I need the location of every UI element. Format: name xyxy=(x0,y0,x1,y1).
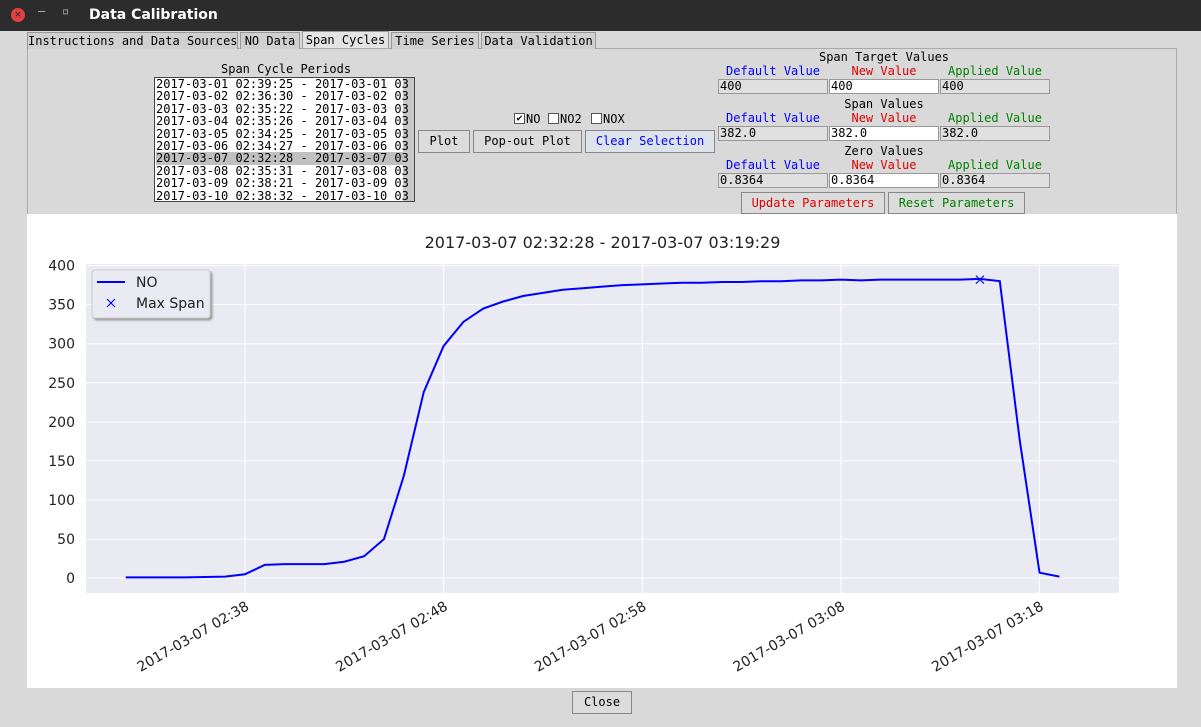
y-tick-label: 150 xyxy=(48,454,75,470)
data-line xyxy=(125,277,1060,579)
x-tick-label: 2017-03-07 02:48 xyxy=(333,599,450,676)
column-header: Applied Value xyxy=(948,111,1042,125)
button[interactable]: Reset Parameters xyxy=(888,192,1025,214)
column-header: Default Value xyxy=(726,111,820,125)
y-tick-label: 400 xyxy=(48,259,75,275)
plot-background xyxy=(86,264,1119,593)
list-item[interactable]: 2017-03-01 02:39:25 - 2017-03-01 03 xyxy=(156,77,409,91)
column-header: Default Value xyxy=(726,64,820,78)
list-label: Span Cycle Periods xyxy=(221,62,352,76)
checkbox-label: NO xyxy=(526,112,541,126)
y-tick-label: 350 xyxy=(48,298,75,314)
group-title: Span Values xyxy=(844,97,924,111)
window-title: Data Calibration xyxy=(89,7,218,23)
checkbox[interactable]: ✔ xyxy=(514,113,525,124)
y-tick-label: 100 xyxy=(48,493,75,509)
column-header: Applied Value xyxy=(948,64,1042,78)
tab[interactable]: Data Validation xyxy=(481,32,596,49)
entry[interactable]: 400 xyxy=(829,79,939,94)
restore-icon[interactable]: ▫ xyxy=(62,4,70,18)
scrollbar[interactable] xyxy=(403,78,414,201)
column-header: New Value xyxy=(851,111,917,125)
x-tick-label: 2017-03-07 03:08 xyxy=(731,599,848,676)
entry: 0.8364 xyxy=(940,173,1050,188)
entry[interactable]: 382.0 xyxy=(829,126,939,141)
entry[interactable]: 0.8364 xyxy=(829,173,939,188)
x-tick-label: 2017-03-07 02:38 xyxy=(135,599,252,676)
list-item[interactable]: 2017-03-02 02:36:30 - 2017-03-02 03 xyxy=(156,89,409,104)
list-item[interactable]: 2017-03-08 02:35:31 - 2017-03-08 03 xyxy=(156,163,409,178)
close-button[interactable]: Close xyxy=(572,691,632,714)
chart-title: 2017-03-07 02:32:28 - 2017-03-07 03:19:2… xyxy=(425,233,781,252)
list-item[interactable]: 2017-03-06 02:34:27 - 2017-03-06 03 xyxy=(156,139,409,153)
legend-marker xyxy=(106,298,116,308)
button[interactable]: Update Parameters xyxy=(741,192,885,214)
tab[interactable]: NO Data xyxy=(240,32,300,49)
column-header: New Value xyxy=(851,158,917,172)
y-tick-label: 0 xyxy=(66,571,75,587)
legend-label: NO xyxy=(136,275,158,291)
y-tick-label: 250 xyxy=(48,376,75,392)
legend-label: Max Span xyxy=(136,296,205,312)
entry: 0.8364 xyxy=(718,173,828,188)
checkbox[interactable] xyxy=(591,113,602,124)
title-bar: ✕ – ▫ Data Calibration xyxy=(0,0,1201,31)
list-item[interactable]: 2017-03-05 02:34:25 - 2017-03-05 03 xyxy=(156,126,409,141)
legend: NO Max Span xyxy=(91,269,211,319)
y-tick-label: 50 xyxy=(57,532,75,548)
list-item[interactable]: 2017-03-03 02:35:22 - 2017-03-03 03 xyxy=(156,101,409,116)
list-item[interactable]: 2017-03-04 02:35:26 - 2017-03-04 03 xyxy=(156,114,409,129)
chart: 2017-03-07 02:32:28 - 2017-03-07 03:19:2… xyxy=(48,233,1119,676)
button[interactable]: Clear Selection xyxy=(585,130,715,153)
entry: 400 xyxy=(718,79,828,94)
y-tick-label: 200 xyxy=(48,415,75,431)
x-tick-label: 2017-03-07 02:58 xyxy=(532,599,649,676)
column-header: Default Value xyxy=(726,158,820,172)
list-item[interactable]: 2017-03-07 02:32:28 - 2017-03-07 03 xyxy=(156,151,409,166)
group-title: Span Target Values xyxy=(818,50,950,64)
x-tick-label: 2017-03-07 03:18 xyxy=(929,599,1046,676)
y-tick-label: 300 xyxy=(48,337,75,353)
minimize-icon[interactable]: – xyxy=(38,4,46,18)
tab[interactable]: Time Series xyxy=(391,32,479,49)
checkbox[interactable] xyxy=(548,113,559,124)
group-title: Zero Values xyxy=(844,144,924,158)
max-span-marker xyxy=(975,275,985,285)
entry: 400 xyxy=(940,79,1050,94)
checkbox-label: NO2 xyxy=(560,112,582,126)
entry: 382.0 xyxy=(940,126,1050,141)
close-icon[interactable]: ✕ xyxy=(11,8,25,22)
checkbox-label: NOX xyxy=(603,112,625,126)
list-item[interactable]: 2017-03-09 02:38:21 - 2017-03-09 03 xyxy=(156,176,409,191)
chart-area: 2017-03-07 02:32:28 - 2017-03-07 03:19:2… xyxy=(27,214,1177,688)
tab[interactable]: Span Cycles xyxy=(302,31,389,48)
button[interactable]: Pop-out Plot xyxy=(473,130,582,153)
button[interactable]: Plot xyxy=(418,130,470,153)
column-header: New Value xyxy=(851,64,917,78)
tab[interactable]: Instructions and Data Sources xyxy=(27,32,238,49)
span-cycle-list: 2017-03-01 02:39:25 - 2017-03-01 03 2017-… xyxy=(154,77,415,202)
entry: 382.0 xyxy=(718,126,828,141)
column-header: Applied Value xyxy=(948,158,1042,172)
list-item[interactable]: 2017-03-10 02:38:32 - 2017-03-10 03 xyxy=(156,188,409,202)
